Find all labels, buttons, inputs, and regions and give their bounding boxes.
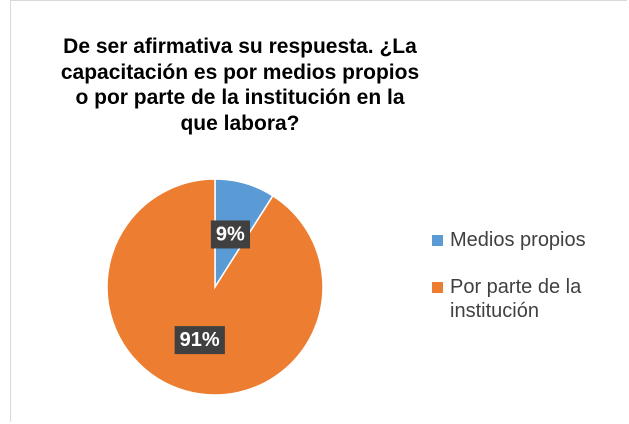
legend-label: Por parte de la institución bbox=[450, 276, 582, 322]
legend-swatch bbox=[432, 282, 443, 293]
chart-title: De ser afirmativa su respuesta. ¿La capa… bbox=[60, 35, 420, 135]
legend-item: Por parte de la institución bbox=[432, 275, 617, 323]
data-label-box bbox=[210, 220, 251, 249]
data-label-box bbox=[174, 326, 225, 355]
legend-swatch bbox=[432, 235, 443, 246]
pie-slice bbox=[106, 178, 324, 396]
data-label bbox=[210, 220, 251, 249]
data-label-text: 91% bbox=[180, 329, 220, 351]
legend-label: Medios propios bbox=[450, 229, 586, 251]
legend: Medios propios Por parte de la institució… bbox=[432, 228, 617, 346]
data-label-text: 9% bbox=[216, 223, 245, 245]
chart-frame bbox=[10, 0, 627, 422]
legend-item: Medios propios bbox=[432, 228, 617, 252]
data-label bbox=[174, 326, 225, 355]
